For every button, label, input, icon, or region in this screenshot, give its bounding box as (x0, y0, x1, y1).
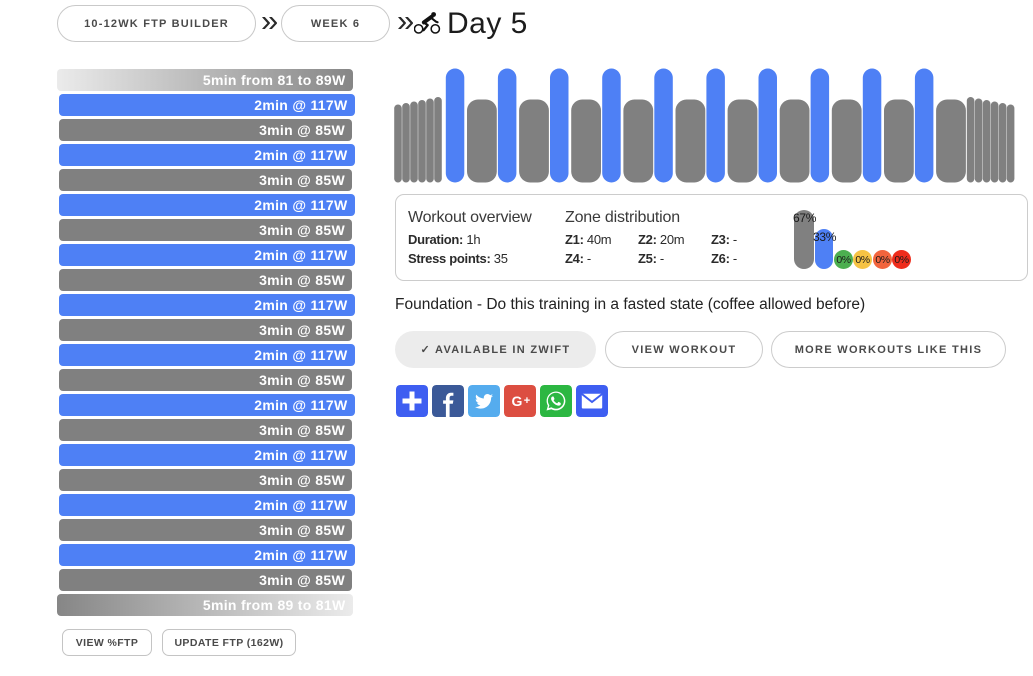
svg-text:G: G (512, 393, 523, 409)
svg-text:+: + (524, 395, 530, 407)
